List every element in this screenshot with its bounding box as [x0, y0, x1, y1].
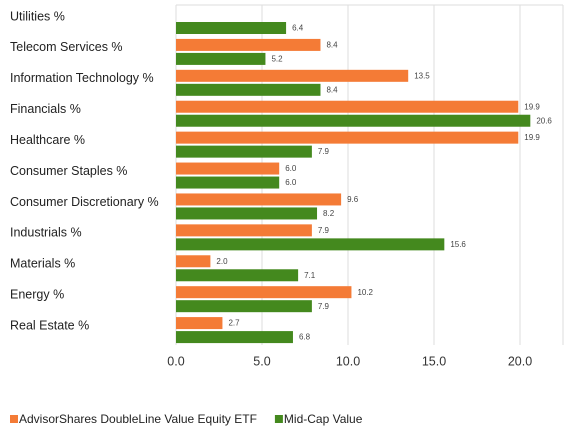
value-label: 10.2	[357, 288, 373, 297]
legend-label: AdvisorShares DoubleLine Value Equity ET…	[19, 412, 257, 426]
value-label: 19.9	[524, 133, 540, 142]
value-label: 6.4	[292, 24, 304, 33]
bar	[176, 269, 299, 282]
legend-swatch	[274, 415, 283, 423]
value-label: 6.0	[285, 178, 297, 187]
value-label: 13.5	[414, 71, 430, 80]
value-label: 20.6	[536, 116, 552, 125]
bar	[176, 193, 342, 206]
x-tick-label: 0.0	[167, 354, 184, 368]
bar	[176, 224, 312, 237]
bar	[176, 52, 266, 65]
category-label: Information Technology %	[10, 71, 154, 85]
value-label: 8.2	[323, 209, 335, 218]
x-tick-label: 10.0	[336, 354, 360, 368]
value-label: 2.0	[216, 257, 228, 266]
category-label: Energy %	[10, 287, 64, 301]
bar	[176, 286, 352, 299]
legend-swatch	[10, 415, 18, 423]
bar	[176, 145, 312, 158]
bar	[176, 131, 519, 144]
bar	[176, 176, 280, 189]
category-label: Financials %	[10, 102, 81, 116]
bar	[176, 162, 280, 175]
value-label: 6.0	[285, 164, 297, 173]
value-label: 6.8	[299, 333, 311, 342]
value-label: 19.9	[524, 102, 540, 111]
bar	[176, 317, 223, 330]
value-label: 15.6	[450, 240, 466, 249]
x-tick-label: 20.0	[508, 354, 532, 368]
category-label: Materials %	[10, 257, 75, 271]
bar	[176, 207, 318, 220]
value-label: 7.9	[318, 226, 330, 235]
bar	[176, 255, 211, 268]
value-label: 2.7	[228, 319, 240, 328]
value-label: 7.9	[318, 147, 330, 156]
bar	[176, 22, 287, 34]
value-label: 7.1	[304, 271, 316, 280]
bar	[176, 100, 519, 113]
value-label: 9.6	[347, 195, 359, 204]
bar	[176, 38, 321, 51]
value-label: 7.9	[318, 302, 330, 311]
bar	[176, 300, 312, 313]
category-label: Telecom Services %	[10, 40, 123, 54]
bar	[176, 238, 445, 251]
bar	[176, 331, 293, 344]
legend-label: Mid-Cap Value	[284, 412, 363, 426]
value-label: 8.4	[326, 41, 338, 50]
category-label: Real Estate %	[10, 318, 89, 332]
category-label: Utilities %	[10, 9, 65, 23]
value-label: 5.2	[271, 55, 283, 64]
category-label: Consumer Staples %	[10, 164, 127, 178]
x-tick-label: 5.0	[253, 354, 270, 368]
category-label: Industrials %	[10, 226, 82, 240]
value-label: 8.4	[326, 85, 338, 94]
x-tick-label: 15.0	[422, 354, 446, 368]
bar	[176, 69, 409, 82]
bar	[176, 114, 531, 127]
bar	[176, 83, 321, 96]
category-label: Healthcare %	[10, 133, 85, 147]
category-label: Consumer Discretionary %	[10, 195, 159, 209]
